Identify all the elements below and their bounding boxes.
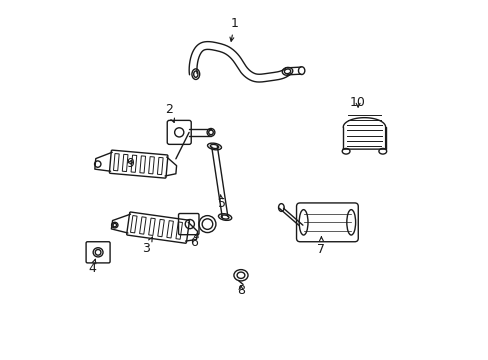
Text: 1: 1 [229,17,238,41]
Bar [140,156,145,173]
Text: 4: 4 [88,259,96,275]
Bar [148,218,155,235]
Bar [158,219,164,237]
Bar [122,154,128,172]
Bar [157,157,163,175]
Bar [166,221,173,238]
Bar [148,157,154,174]
Text: 9: 9 [125,157,134,170]
Bar [130,216,137,233]
Text: 3: 3 [142,237,152,255]
Text: 6: 6 [190,233,198,249]
Bar [113,154,119,171]
Text: 7: 7 [317,237,325,256]
Text: 10: 10 [349,96,366,109]
Bar [176,222,182,239]
Bar [139,217,146,234]
Text: 5: 5 [217,195,225,211]
Text: 8: 8 [237,284,244,297]
Bar [131,155,137,172]
Text: 2: 2 [164,103,174,122]
